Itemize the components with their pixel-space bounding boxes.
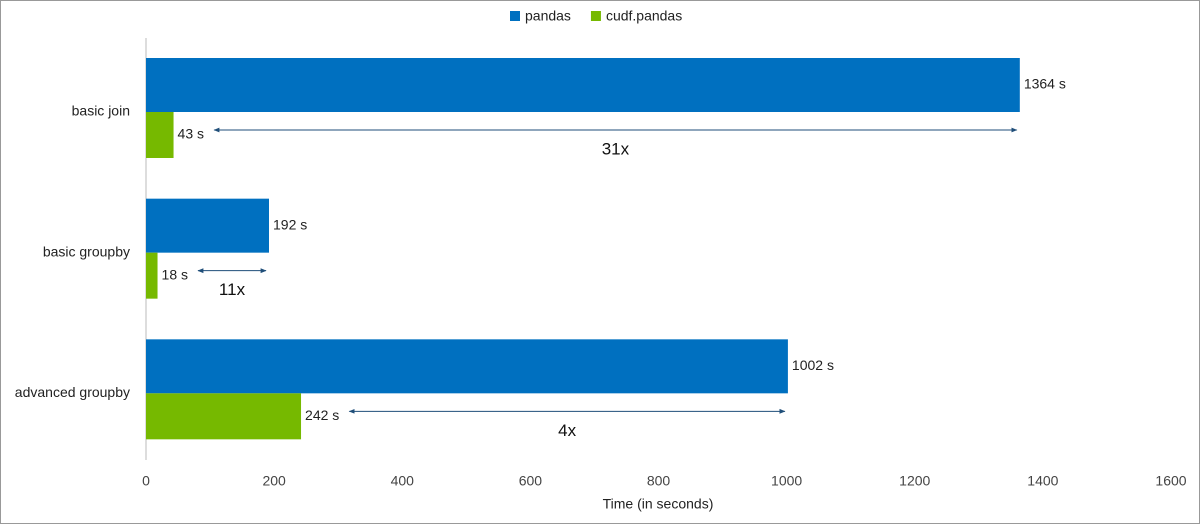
ratio-annotation: 31x (602, 139, 630, 158)
x-tick-label: 0 (142, 473, 150, 489)
y-tick-label: advanced groupby (15, 384, 130, 400)
bar (146, 339, 788, 394)
x-tick-label: 1600 (1155, 473, 1186, 489)
bar (146, 58, 1020, 112)
legend-label: pandas (525, 8, 571, 24)
x-tick-label: 1000 (771, 473, 802, 489)
x-tick-label: 200 (262, 473, 286, 489)
legend-swatch (590, 11, 601, 21)
x-tick-label: 400 (391, 473, 415, 489)
x-tick-label: 1200 (899, 473, 930, 489)
bar (146, 112, 174, 158)
value-label: 18 s (162, 266, 188, 282)
value-label: 43 s (178, 126, 204, 142)
bar (146, 198, 269, 253)
ratio-annotation: 4x (558, 421, 576, 440)
bar (146, 252, 158, 299)
x-axis-label: Time (in seconds) (603, 496, 714, 512)
value-label: 1002 s (792, 357, 834, 373)
x-tick-label: 800 (647, 473, 671, 489)
x-tick-label: 600 (519, 473, 543, 489)
legend-swatch (510, 11, 520, 21)
y-tick-label: basic join (72, 103, 130, 119)
legend-label: cudf.pandas (606, 8, 682, 24)
x-tick-label: 1400 (1027, 473, 1058, 489)
value-label: 242 s (305, 407, 339, 423)
value-label: 1364 s (1024, 76, 1066, 92)
y-tick-label: basic groupby (43, 243, 130, 259)
ratio-annotation: 11x (219, 280, 246, 299)
bar (146, 393, 302, 440)
value-label: 192 s (273, 216, 307, 232)
